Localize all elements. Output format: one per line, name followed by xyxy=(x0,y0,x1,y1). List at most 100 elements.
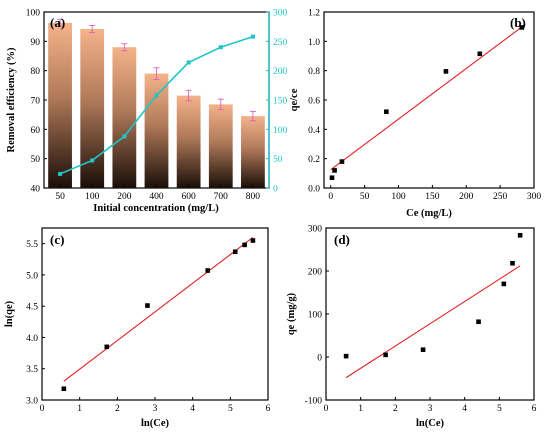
bar-group-a xyxy=(48,18,265,189)
data-point-b xyxy=(384,109,389,115)
bar-200 xyxy=(112,47,137,189)
y-tick-label-a: 40 xyxy=(31,185,41,195)
y-tick-label-a: 100 xyxy=(26,9,41,19)
plot-frame-b xyxy=(323,11,535,189)
x-tick-label-b: 150 xyxy=(425,192,440,202)
chart-panel-b: 0 50 100 150 200 250 3000.00.20.40.60.81.01.2 … xyxy=(289,9,541,220)
y-tick-label-d: 200 xyxy=(308,268,323,278)
y-tick-label-b: 0.0 xyxy=(308,185,320,195)
y2-tick-label-a: 0 xyxy=(273,185,278,195)
data-point-c xyxy=(205,268,211,273)
ticks-a: 50 100 200 400 600 700 800 40 50 60 70 80 90 100 0 50 10… xyxy=(26,9,288,203)
y-tick-label-d: -100 xyxy=(305,397,323,407)
bar-error-400 xyxy=(153,67,160,80)
line-point-700 xyxy=(218,45,223,50)
line-point-600 xyxy=(186,60,191,65)
line-point-100 xyxy=(90,158,95,163)
fit-line-b xyxy=(330,24,526,171)
y-tick-label-a: 50 xyxy=(31,155,41,165)
data-point-d xyxy=(420,347,426,352)
y2-tick-label-a: 150 xyxy=(273,97,288,107)
x-tick-label-c: 6 xyxy=(266,404,271,414)
data-point-b xyxy=(339,159,345,164)
bar-error-800 xyxy=(249,110,256,122)
x-tick-label-d: 4 xyxy=(462,404,467,414)
panel-label-c: (c) xyxy=(50,232,64,247)
bar-error-100 xyxy=(89,25,96,33)
x-tick-label-d: 1 xyxy=(358,404,363,414)
y-tick-label-b: 0.8 xyxy=(308,67,320,77)
bar-error-200 xyxy=(121,43,128,52)
x-tick-label-c: 1 xyxy=(77,404,82,414)
x-tick-label-a: 400 xyxy=(149,192,164,202)
x-tick-label-b: 50 xyxy=(360,192,370,202)
y2-tick-label-a: 50 xyxy=(273,155,283,165)
y-tick-label-c: 5.0 xyxy=(26,271,38,281)
panel-label-d: (d) xyxy=(334,232,350,247)
x-tick-label-a: 200 xyxy=(117,192,132,202)
y-tick-label-a: 70 xyxy=(31,97,41,107)
y-tick-label-a: 90 xyxy=(31,38,41,48)
y-axis-label-c: ln(qe) xyxy=(4,300,15,327)
plot-group-b xyxy=(329,24,526,181)
data-point-c xyxy=(232,249,238,255)
panel-label-a: (a) xyxy=(50,15,65,30)
y-tick-label-b: 1.2 xyxy=(308,9,320,19)
x-tick-label-b: 100 xyxy=(391,192,406,202)
line-point-50 xyxy=(58,171,63,176)
x-tick-label-a: 600 xyxy=(182,192,197,202)
plot-frame-d xyxy=(325,227,535,401)
y-tick-label-b: 1.0 xyxy=(308,38,320,48)
data-point-b xyxy=(519,25,525,30)
line-point-800 xyxy=(250,34,255,39)
y-tick-label-c: 3.5 xyxy=(26,365,38,375)
data-point-d xyxy=(517,233,523,238)
ticks-b: 0 50 100 150 200 250 300 0.0 0.2 0.4 0.6 0.8 1.0 1.2 xyxy=(308,9,541,203)
y-axis-label-a: Removal efficiency (%) xyxy=(6,47,17,152)
data-point-c xyxy=(250,238,256,243)
x-tick-label-d: 6 xyxy=(532,404,537,414)
x-axis-label-a: Initial concentration (mg/L) xyxy=(93,203,219,214)
x-tick-label-d: 3 xyxy=(428,404,433,414)
x-tick-label-a: 700 xyxy=(214,192,229,202)
bar-800 xyxy=(241,116,265,188)
data-point-d xyxy=(476,319,481,325)
y-tick-label-a: 60 xyxy=(31,126,41,136)
fit-line-c xyxy=(63,236,254,382)
bar-600 xyxy=(176,95,201,188)
line-group-a xyxy=(58,34,255,176)
bar-error-600 xyxy=(185,89,192,102)
y-tick-label-c: 4.5 xyxy=(26,303,38,313)
x-tick-label-c: 3 xyxy=(153,404,158,414)
line-point-200 xyxy=(122,134,127,139)
data-point-c xyxy=(145,303,150,308)
y-tick-label-b: 0.6 xyxy=(308,97,320,107)
chart-panel-c: 0 1 2 3 4 5 6 3.0 3.5 4.0 4.5 5.0 5.5 (c) ln(Ce) ln(… xyxy=(4,227,271,429)
x-tick-label-b: 300 xyxy=(527,192,542,202)
data-point-d xyxy=(501,281,507,287)
y-axis-label-d: qe (mg/g) xyxy=(286,292,297,335)
y-tick-label-d: 100 xyxy=(308,311,323,321)
x-tick-label-a: 800 xyxy=(246,192,261,202)
x-axis-label-b: Ce (mg/L) xyxy=(406,208,452,219)
bar-100 xyxy=(80,29,105,188)
x-tick-label-b: 0 xyxy=(328,192,333,202)
x-tick-label-c: 0 xyxy=(40,404,45,414)
bar-400 xyxy=(144,73,169,188)
data-point-d xyxy=(510,260,515,266)
data-point-b xyxy=(332,168,337,173)
x-tick-label-b: 250 xyxy=(493,192,508,202)
x-tick-label-a: 100 xyxy=(85,192,100,202)
x-tick-label-b: 200 xyxy=(459,192,474,202)
y2-tick-label-a: 300 xyxy=(273,9,288,19)
x-tick-label-c: 5 xyxy=(228,404,233,414)
plot-group-d xyxy=(343,233,523,379)
data-point-b xyxy=(477,51,483,57)
y2-tick-label-a: 200 xyxy=(273,67,288,77)
y-tick-label-b: 0.4 xyxy=(308,126,320,136)
x-tick-label-c: 4 xyxy=(190,404,195,414)
bar-error-700 xyxy=(217,98,224,111)
y-tick-label-a: 80 xyxy=(31,67,41,77)
data-point-b xyxy=(443,69,449,74)
